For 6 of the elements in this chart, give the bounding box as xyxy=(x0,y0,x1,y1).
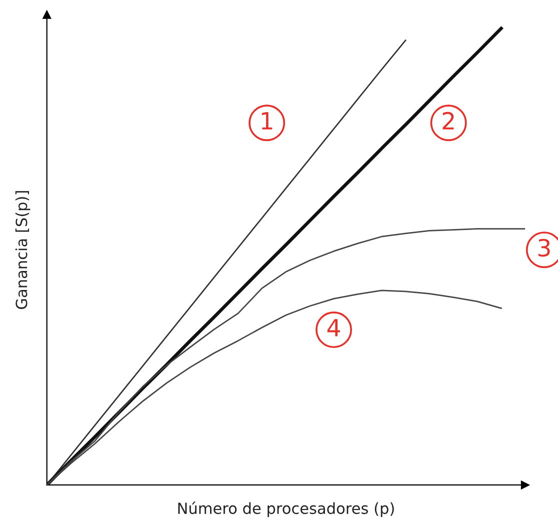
x-axis-title: Número de procesadores (p) xyxy=(178,502,394,518)
y-axis-title: Ganancia [S(p)] xyxy=(15,191,30,310)
annotation: 4 xyxy=(327,319,340,336)
text: 3 xyxy=(538,238,550,257)
annotation: 1 xyxy=(262,112,272,130)
annotation: 2 xyxy=(442,112,454,130)
